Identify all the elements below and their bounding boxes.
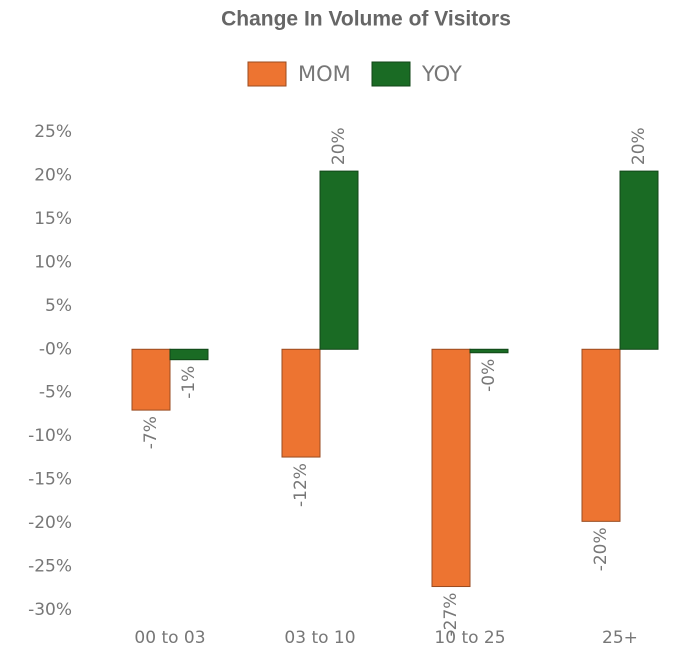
y-tick-label: 25%	[34, 122, 72, 142]
y-tick-label: -20%	[28, 513, 72, 533]
data-label: -0%	[479, 359, 499, 392]
x-tick-label: 03 to 10	[284, 628, 355, 648]
y-tick-label: -30%	[28, 600, 72, 620]
x-tick-label: 00 to 03	[134, 628, 205, 648]
y-tick-label: -10%	[28, 426, 72, 446]
legend-swatch	[371, 61, 411, 87]
data-label: -27%	[441, 593, 461, 637]
y-tick-label: -5%	[39, 383, 72, 403]
y-tick-label: -25%	[28, 557, 72, 577]
bar	[169, 348, 209, 361]
legend-label: MOM	[298, 62, 351, 86]
bar	[469, 348, 509, 354]
y-tick-label: 20%	[34, 165, 72, 185]
bar	[431, 348, 471, 588]
data-label: -12%	[291, 463, 311, 507]
bar	[619, 170, 659, 350]
legend-swatch	[247, 61, 287, 87]
bar	[281, 348, 321, 458]
data-label: -1%	[179, 366, 199, 399]
data-label: 20%	[629, 127, 649, 165]
y-tick-label: -15%	[28, 470, 72, 490]
legend-label: YOY	[421, 62, 462, 86]
y-tick-label: 10%	[34, 252, 72, 272]
data-label: -20%	[591, 527, 611, 571]
bar	[131, 348, 171, 411]
y-tick-label: -0%	[39, 339, 72, 359]
x-tick-label: 25+	[602, 628, 638, 648]
bar	[319, 170, 359, 350]
chart-title: Change In Volume of Visitors	[221, 8, 511, 31]
data-label: 20%	[329, 127, 349, 165]
bar	[581, 348, 621, 522]
y-tick-label: 15%	[34, 209, 72, 229]
y-tick-label: 5%	[45, 296, 72, 316]
x-tick-label: 10 to 25	[434, 628, 505, 648]
data-label: -7%	[141, 416, 161, 449]
